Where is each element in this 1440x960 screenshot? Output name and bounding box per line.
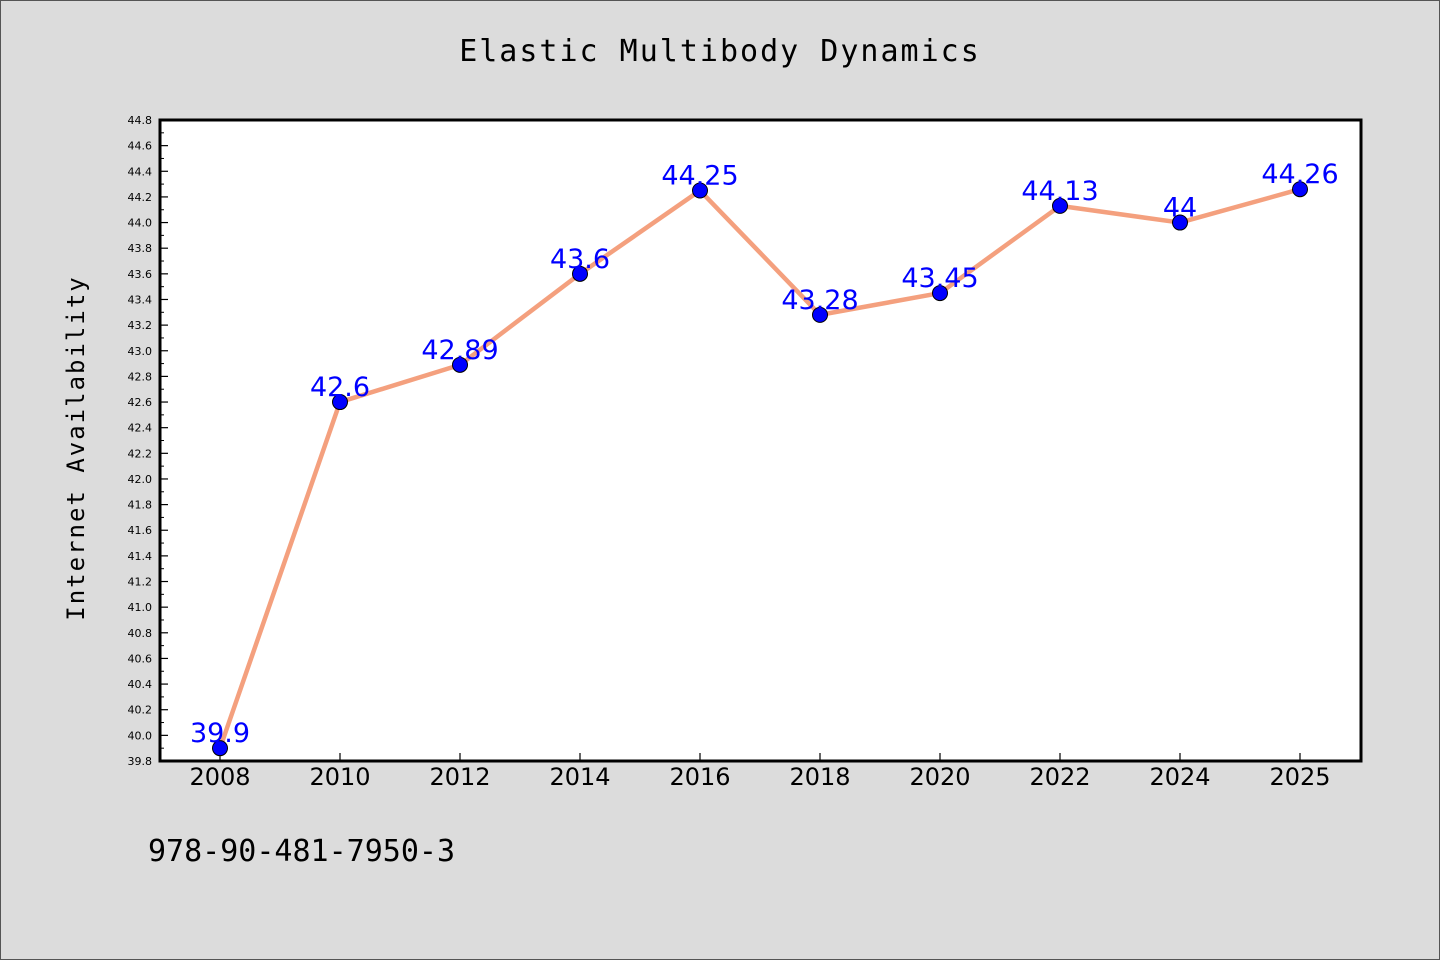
data-point [1292,181,1308,198]
data-label: 43.45 [901,263,978,294]
data-label: 44 [1163,193,1197,224]
data-point [932,285,948,302]
x-tick-label: 2024 [1149,763,1210,791]
data-point [572,265,588,282]
data-label: 44.13 [1021,176,1098,207]
y-tick-label: 41.6 [128,524,153,537]
x-tick-label: 2018 [789,763,850,791]
y-tick-label: 41.2 [128,576,153,589]
y-tick-label: 42.6 [128,396,153,409]
y-tick-label: 43.6 [128,268,153,281]
y-tick-label: 40.8 [128,627,153,640]
data-label: 42.6 [310,372,370,403]
y-tick-label: 43.8 [128,242,153,255]
data-label: 43.28 [781,285,858,316]
y-tick-label: 42.2 [128,447,153,460]
data-point [1052,197,1068,214]
x-tick-label: 2022 [1029,763,1090,791]
y-tick-label: 42.0 [128,473,153,486]
series-line [217,186,1303,751]
data-label: 44.25 [661,161,738,192]
y-axis: 39.8 40.0 40.2 40.4 40.6 40.8 41.0 41.2 41.4 41.6… [128,114,168,768]
y-tick-label: 44.2 [128,191,153,204]
data-point [1172,214,1188,231]
data-point [332,394,348,411]
x-tick-label: 2010 [309,763,370,791]
data-label: 44.26 [1261,159,1338,190]
y-tick-label: 43.0 [128,345,153,358]
y-tick-label: 40.6 [128,652,153,665]
data-point [452,356,468,373]
x-tick-label: 2008 [189,763,250,791]
y-tick-label: 44.8 [128,114,153,127]
x-tick-label: 2012 [429,763,490,791]
y-tick-label: 41.0 [128,601,153,614]
y-tick-label: 43.2 [128,319,153,332]
y-tick-label: 44.4 [128,165,153,178]
y-tick-label: 41.4 [128,550,153,563]
isbn-text: 978-90-481-7950-3 [148,834,456,869]
chart-title: Elastic Multibody Dynamics [459,34,981,69]
data-label: 42.89 [421,335,498,366]
data-point [212,740,228,757]
plot-area [158,118,1363,763]
x-tick-label: 2025 [1269,763,1330,791]
y-tick-label: 40.0 [128,729,153,742]
x-tick-label: 2014 [549,763,610,791]
x-tick-label: 2016 [669,763,730,791]
y-tick-label: 42.8 [128,370,153,383]
series-group: 39.9 42.6 42.89 43.6 44.25 43.28 43.45 44.13 44 4… [190,159,1339,757]
y-tick-label: 42.4 [128,422,153,435]
x-tick-label: 2020 [909,763,970,791]
data-point [692,182,708,199]
x-axis: 2008 2010 2012 2014 2016 2018 2020 2022 2024 2025 [189,753,1331,791]
data-point [812,306,828,323]
y-tick-label: 44.6 [128,140,153,153]
y-tick-label: 39.8 [128,755,153,768]
data-label: 43.6 [550,244,610,275]
y-tick-label: 44.0 [128,217,153,230]
data-label: 39.9 [190,718,250,749]
y-tick-label: 43.4 [128,293,153,306]
y-tick-label: 40.2 [128,704,153,717]
y-tick-label: 41.8 [128,499,153,512]
y-tick-label: 40.4 [128,678,153,691]
